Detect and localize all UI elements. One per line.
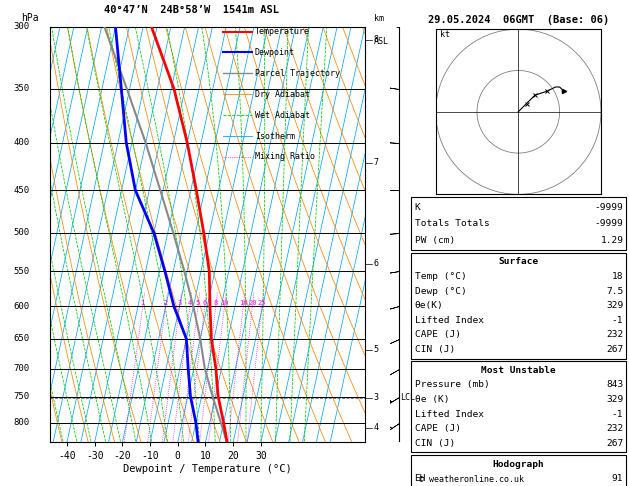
Text: Pressure (mb): Pressure (mb) bbox=[415, 381, 489, 389]
Text: 750: 750 bbox=[14, 392, 30, 401]
Text: km: km bbox=[374, 14, 384, 22]
Text: Surface: Surface bbox=[498, 258, 538, 266]
Text: θe(K): θe(K) bbox=[415, 301, 443, 310]
Text: 25: 25 bbox=[257, 300, 266, 307]
Text: 40°47’N  24B°58’W  1541m ASL: 40°47’N 24B°58’W 1541m ASL bbox=[104, 4, 279, 15]
Text: -9999: -9999 bbox=[594, 203, 623, 211]
Text: 8: 8 bbox=[374, 35, 379, 44]
Text: 329: 329 bbox=[606, 301, 623, 310]
Text: 16: 16 bbox=[239, 300, 247, 307]
Text: 3: 3 bbox=[177, 300, 182, 307]
Text: ASL: ASL bbox=[374, 37, 389, 46]
Text: 400: 400 bbox=[14, 139, 30, 147]
Text: 20: 20 bbox=[248, 300, 257, 307]
Text: 3: 3 bbox=[374, 393, 379, 402]
Text: 5: 5 bbox=[374, 345, 379, 354]
Text: CAPE (J): CAPE (J) bbox=[415, 424, 460, 433]
Text: Temp (°C): Temp (°C) bbox=[415, 272, 466, 281]
Text: 2: 2 bbox=[164, 300, 168, 307]
Text: 450: 450 bbox=[14, 186, 30, 195]
Text: 7.5: 7.5 bbox=[606, 287, 623, 295]
Text: Dewpoint: Dewpoint bbox=[255, 48, 295, 57]
Text: 267: 267 bbox=[606, 345, 623, 354]
Text: CIN (J): CIN (J) bbox=[415, 439, 455, 448]
X-axis label: Dewpoint / Temperature (°C): Dewpoint / Temperature (°C) bbox=[123, 464, 292, 474]
Text: CAPE (J): CAPE (J) bbox=[415, 330, 460, 339]
Text: 800: 800 bbox=[14, 418, 30, 427]
Text: -9999: -9999 bbox=[594, 219, 623, 228]
Text: 6: 6 bbox=[374, 260, 379, 268]
Text: θe (K): θe (K) bbox=[415, 395, 449, 404]
Text: Dry Adiabat: Dry Adiabat bbox=[255, 90, 309, 99]
Text: 1: 1 bbox=[141, 300, 145, 307]
Text: -1: -1 bbox=[612, 316, 623, 325]
Text: hPa: hPa bbox=[21, 13, 39, 22]
Text: LCL: LCL bbox=[400, 393, 415, 402]
Text: EH: EH bbox=[415, 474, 426, 483]
Text: Parcel Trajectory: Parcel Trajectory bbox=[255, 69, 340, 78]
Text: Dewp (°C): Dewp (°C) bbox=[415, 287, 466, 295]
Text: 1.29: 1.29 bbox=[600, 236, 623, 244]
Text: © weatheronline.co.uk: © weatheronline.co.uk bbox=[420, 474, 524, 484]
Text: 329: 329 bbox=[606, 395, 623, 404]
Text: Isotherm: Isotherm bbox=[255, 132, 295, 140]
Text: 843: 843 bbox=[606, 381, 623, 389]
Text: 8: 8 bbox=[214, 300, 218, 307]
Text: Wet Adiabat: Wet Adiabat bbox=[255, 111, 309, 120]
Text: 91: 91 bbox=[612, 474, 623, 483]
Text: Totals Totals: Totals Totals bbox=[415, 219, 489, 228]
Text: 7: 7 bbox=[374, 158, 379, 167]
Text: 300: 300 bbox=[14, 22, 30, 31]
Text: Lifted Index: Lifted Index bbox=[415, 410, 484, 418]
Text: 29.05.2024  06GMT  (Base: 06): 29.05.2024 06GMT (Base: 06) bbox=[428, 15, 609, 25]
Text: kt: kt bbox=[440, 31, 450, 39]
Text: 18: 18 bbox=[612, 272, 623, 281]
Text: CIN (J): CIN (J) bbox=[415, 345, 455, 354]
Text: 650: 650 bbox=[14, 334, 30, 343]
Text: 6: 6 bbox=[203, 300, 207, 307]
Text: Hodograph: Hodograph bbox=[493, 460, 544, 469]
Text: 600: 600 bbox=[14, 302, 30, 311]
Text: 4: 4 bbox=[187, 300, 192, 307]
Text: 232: 232 bbox=[606, 330, 623, 339]
Text: Temperature: Temperature bbox=[255, 27, 309, 36]
Text: 4: 4 bbox=[374, 423, 379, 432]
Text: 267: 267 bbox=[606, 439, 623, 448]
Text: 232: 232 bbox=[606, 424, 623, 433]
Text: 5: 5 bbox=[196, 300, 200, 307]
Text: Mixing Ratio: Mixing Ratio bbox=[255, 153, 314, 161]
Text: 350: 350 bbox=[14, 85, 30, 93]
Text: 10: 10 bbox=[220, 300, 228, 307]
Text: 700: 700 bbox=[14, 364, 30, 373]
Text: 500: 500 bbox=[14, 228, 30, 237]
Text: K: K bbox=[415, 203, 420, 211]
Text: PW (cm): PW (cm) bbox=[415, 236, 455, 244]
Text: Most Unstable: Most Unstable bbox=[481, 366, 555, 375]
Text: -1: -1 bbox=[612, 410, 623, 418]
Text: Lifted Index: Lifted Index bbox=[415, 316, 484, 325]
Text: 550: 550 bbox=[14, 267, 30, 276]
